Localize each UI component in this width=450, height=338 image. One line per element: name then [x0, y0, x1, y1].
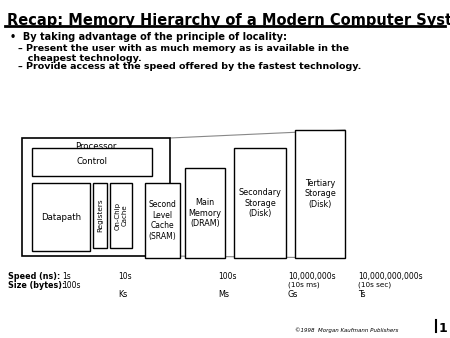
Text: 10,000,000,000s: 10,000,000,000s	[358, 272, 423, 281]
Text: Datapath: Datapath	[41, 213, 81, 221]
Text: Ms: Ms	[218, 290, 229, 299]
Text: Ts: Ts	[358, 290, 365, 299]
Bar	[234, 148, 286, 258]
Bar	[22, 138, 170, 256]
Text: Secondary
Storage
(Disk): Secondary Storage (Disk)	[238, 188, 281, 218]
Text: Recap: Memory Hierarchy of a Modern Computer System: Recap: Memory Hierarchy of a Modern Comp…	[7, 13, 450, 28]
Text: Processor: Processor	[75, 142, 117, 151]
Bar	[32, 183, 90, 251]
Text: – Present the user with as much memory as is available in the
   cheapest techno: – Present the user with as much memory a…	[18, 44, 349, 64]
Text: (10s sec): (10s sec)	[358, 281, 391, 288]
Text: Tertiary
Storage
(Disk): Tertiary Storage (Disk)	[304, 179, 336, 209]
Text: Registers: Registers	[97, 199, 103, 232]
Text: Control: Control	[76, 158, 108, 167]
Text: Second
Level
Cache
(SRAM): Second Level Cache (SRAM)	[148, 200, 176, 241]
Text: •  By taking advantage of the principle of locality:: • By taking advantage of the principle o…	[10, 32, 287, 42]
Text: (10s ms): (10s ms)	[288, 281, 320, 288]
Text: Size (bytes):: Size (bytes):	[8, 281, 65, 290]
Text: 100s: 100s	[62, 281, 81, 290]
Text: Gs: Gs	[288, 290, 298, 299]
Text: On-Chip
Cache: On-Chip Cache	[114, 201, 127, 230]
Bar	[93, 183, 107, 248]
Text: – Provide access at the speed offered by the fastest technology.: – Provide access at the speed offered by…	[18, 62, 361, 71]
Text: 1s: 1s	[62, 272, 71, 281]
Bar	[185, 168, 225, 258]
Bar	[145, 183, 180, 258]
Text: 10,000,000s: 10,000,000s	[288, 272, 336, 281]
Text: 10s: 10s	[118, 272, 131, 281]
Text: ©1998  Morgan Kaufmann Publishers: ©1998 Morgan Kaufmann Publishers	[295, 327, 398, 333]
Text: 100s: 100s	[218, 272, 237, 281]
Bar	[32, 148, 152, 176]
Text: Ks: Ks	[118, 290, 127, 299]
Bar	[295, 130, 345, 258]
Bar	[110, 183, 132, 248]
Text: Main
Memory
(DRAM): Main Memory (DRAM)	[189, 198, 221, 228]
Text: Speed (ns):: Speed (ns):	[8, 272, 60, 281]
Text: 1: 1	[439, 322, 447, 335]
